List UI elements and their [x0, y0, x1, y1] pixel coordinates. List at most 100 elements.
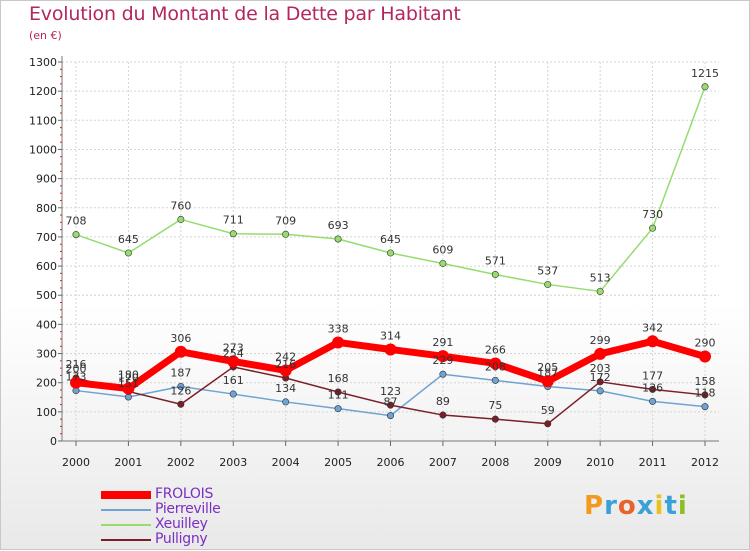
data-point-pierreville [701, 403, 709, 411]
data-point-xeuilley [491, 271, 499, 279]
data-label-pierreville: 161 [223, 374, 244, 387]
data-point-pierreville [596, 387, 604, 395]
y-tick-label: 100 [36, 406, 57, 419]
data-point-xeuilley [334, 235, 342, 243]
data-label-pulligny: 216 [275, 358, 296, 371]
x-tick-label: 2006 [377, 456, 405, 469]
data-label-pierreville: 151 [118, 377, 139, 390]
data-label-pulligny: 254 [223, 347, 244, 360]
data-label-frolois: 242 [275, 350, 296, 363]
data-label-pulligny: 203 [590, 362, 611, 375]
data-label-xeuilley: 711 [223, 214, 244, 227]
data-point-pierreville [229, 390, 237, 398]
data-label-xeuilley: 760 [170, 199, 191, 212]
y-tick-label: 700 [36, 231, 57, 244]
x-axis-ticks: 2000 2001 2002 2003 2004 2005 2006 2007 2008 2009… [62, 441, 719, 469]
data-point-pierreville [491, 376, 499, 384]
data-label-pierreville: 187 [537, 366, 558, 379]
y-axis-ticks: 0 100 200 300 400 500 600 700 800 900 1000 1100 1200… [29, 56, 62, 448]
data-point-xeuilley [72, 231, 80, 239]
data-point-frolois [541, 375, 554, 388]
chart-title: Evolution du Montant de la Dette par Hab… [29, 3, 461, 25]
data-label-pierreville: 187 [170, 366, 191, 379]
data-point-xeuilley [544, 280, 552, 288]
y-tick-label: 0 [50, 435, 57, 448]
data-point-xeuilley [701, 83, 709, 91]
data-label-xeuilley: 709 [275, 214, 296, 227]
data-label-xeuilley: 645 [118, 233, 139, 246]
data-label-frolois: 338 [328, 322, 349, 335]
data-point-xeuilley [124, 249, 132, 257]
data-point-pulligny [439, 411, 447, 419]
x-tick-label: 2003 [219, 456, 247, 469]
data-point-pierreville [386, 412, 394, 420]
legend-swatch [101, 539, 151, 541]
data-label-pulligny: 59 [541, 404, 555, 417]
y-tick-label: 400 [36, 318, 57, 331]
data-label-xeuilley: 609 [432, 243, 453, 256]
data-label-pierreville: 172 [590, 371, 611, 384]
y-tick-label: 1200 [29, 85, 57, 98]
x-tick-label: 2000 [62, 456, 90, 469]
data-label-xeuilley: 708 [66, 215, 87, 228]
data-point-pierreville [177, 382, 185, 390]
series-line-xeuilley [75, 86, 706, 293]
data-point-xeuilley [282, 230, 290, 238]
data-point-frolois [594, 347, 607, 360]
data-point-pulligny [649, 385, 657, 393]
logo-letter: P [584, 491, 605, 521]
data-point-frolois [227, 355, 240, 368]
data-label-xeuilley: 571 [485, 255, 506, 268]
y-tick-label: 900 [36, 173, 57, 186]
data-label-frolois: 290 [695, 336, 716, 349]
y-tick-label: 1100 [29, 114, 57, 127]
y-tick-label: 500 [36, 289, 57, 302]
legend-label: FROLOIS [155, 486, 214, 502]
y-tick-label: 200 [36, 377, 57, 390]
data-point-xeuilley [439, 259, 447, 267]
data-label-frolois: 306 [170, 332, 191, 345]
data-point-frolois [70, 376, 82, 389]
data-point-pulligny [386, 401, 394, 409]
logo-letter: t [664, 491, 678, 521]
series-layer [70, 83, 711, 428]
data-label-pulligny: 170 [118, 371, 139, 384]
data-label-pulligny: 75 [488, 399, 502, 412]
data-point-pierreville [439, 370, 447, 378]
data-label-frolois: 273 [223, 341, 244, 354]
data-point-pulligny [701, 391, 709, 399]
data-point-frolois [646, 335, 659, 348]
data-label-pulligny: 123 [380, 385, 401, 398]
x-tick-label: 2004 [272, 456, 300, 469]
data-label-pulligny: 168 [328, 372, 349, 385]
data-label-pierreville: 111 [328, 389, 349, 402]
chart-unit: (en €) [29, 29, 62, 42]
data-point-pierreville [649, 397, 657, 405]
data-label-pulligny: 177 [642, 369, 663, 382]
data-point-pulligny [334, 388, 342, 396]
proxiti-logo: Proxiti [584, 491, 688, 521]
x-tick-label: 2007 [429, 456, 457, 469]
x-tick-label: 2008 [481, 456, 509, 469]
data-point-frolois [332, 336, 345, 349]
data-labels: 200 180 306 273 242 338 314 291 266 205 299 342 290 1… [66, 67, 720, 417]
y-tick-label: 1300 [29, 56, 57, 69]
data-point-xeuilley [229, 230, 237, 238]
y-tick-label: 800 [36, 202, 57, 215]
x-tick-label: 2011 [639, 456, 667, 469]
data-point-pulligny [491, 415, 499, 423]
x-tick-label: 2009 [534, 456, 562, 469]
y-tick-label: 1000 [29, 143, 57, 156]
data-label-frolois: 205 [537, 361, 558, 374]
legend-swatch [101, 491, 151, 499]
data-point-frolois [489, 357, 502, 370]
legend-label: Xeuilley [155, 516, 208, 532]
legend-swatch [101, 509, 151, 511]
data-point-xeuilley [596, 287, 604, 295]
grid [62, 61, 719, 442]
data-point-pulligny [177, 400, 185, 408]
x-tick-label: 2002 [167, 456, 195, 469]
data-point-xeuilley [386, 249, 394, 257]
data-label-frolois: 200 [66, 363, 87, 376]
